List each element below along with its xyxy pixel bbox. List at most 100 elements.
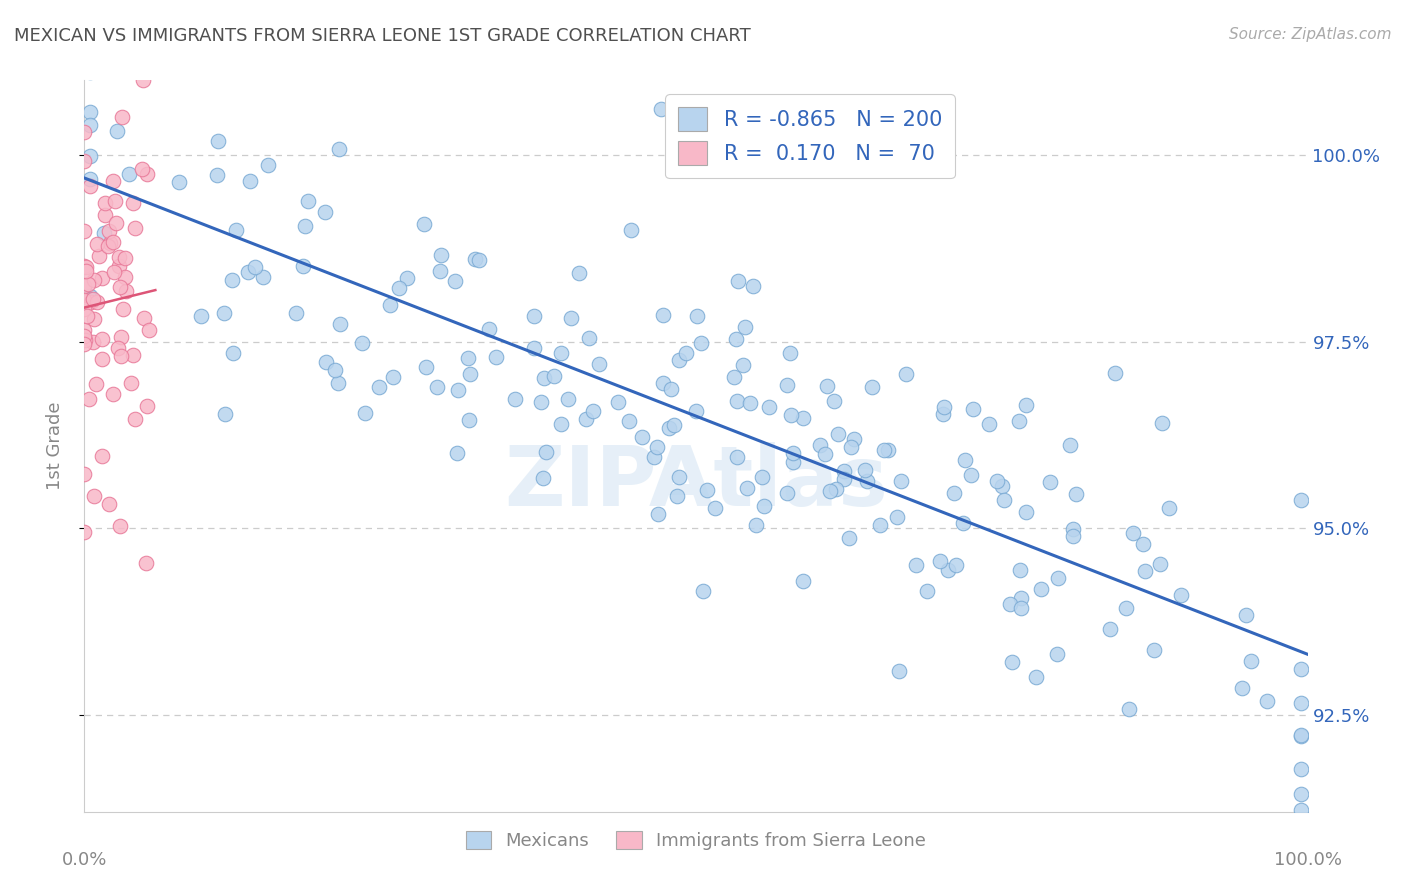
Point bbox=[818, 483, 841, 498]
Point bbox=[73, 154, 96, 169]
Point bbox=[1291, 728, 1313, 742]
Point bbox=[107, 341, 129, 355]
Point bbox=[1064, 487, 1087, 501]
Point bbox=[1062, 522, 1084, 536]
Point bbox=[568, 266, 591, 280]
Point bbox=[110, 349, 132, 363]
Point bbox=[582, 404, 605, 418]
Point bbox=[368, 380, 391, 394]
Point bbox=[83, 489, 105, 503]
Point bbox=[79, 118, 101, 132]
Point bbox=[550, 417, 572, 431]
Point bbox=[690, 335, 713, 350]
Point bbox=[111, 110, 134, 124]
Point bbox=[531, 470, 554, 484]
Point bbox=[76, 310, 98, 324]
Point bbox=[225, 223, 247, 237]
Point bbox=[1291, 493, 1313, 508]
Y-axis label: 1st Grade: 1st Grade bbox=[45, 401, 63, 491]
Point bbox=[1159, 501, 1181, 516]
Point bbox=[619, 414, 641, 428]
Point bbox=[79, 65, 101, 79]
Point bbox=[108, 250, 131, 264]
Point bbox=[1031, 582, 1053, 597]
Point bbox=[79, 172, 101, 186]
Point bbox=[1047, 571, 1070, 585]
Point bbox=[876, 443, 898, 458]
Point bbox=[214, 407, 236, 421]
Point bbox=[776, 486, 799, 500]
Point bbox=[523, 309, 546, 323]
Point bbox=[79, 29, 101, 43]
Point bbox=[104, 216, 127, 230]
Point bbox=[650, 103, 672, 117]
Point bbox=[75, 260, 97, 275]
Point bbox=[447, 383, 470, 397]
Point bbox=[752, 499, 775, 513]
Point bbox=[652, 376, 675, 390]
Point bbox=[742, 279, 765, 293]
Point bbox=[685, 309, 707, 323]
Point bbox=[692, 584, 714, 599]
Point bbox=[631, 430, 654, 444]
Point bbox=[647, 508, 669, 522]
Point bbox=[533, 371, 555, 385]
Point bbox=[294, 219, 316, 233]
Point bbox=[990, 478, 1012, 492]
Point bbox=[860, 380, 883, 394]
Point bbox=[942, 486, 965, 500]
Point bbox=[79, 105, 101, 120]
Point bbox=[354, 406, 377, 420]
Point bbox=[413, 217, 436, 231]
Point bbox=[647, 441, 669, 455]
Text: 0.0%: 0.0% bbox=[62, 851, 107, 869]
Point bbox=[659, 382, 682, 396]
Point bbox=[1256, 694, 1278, 708]
Point bbox=[1025, 670, 1047, 684]
Point bbox=[832, 464, 855, 478]
Point bbox=[91, 449, 114, 463]
Point bbox=[998, 597, 1021, 611]
Point bbox=[929, 554, 952, 568]
Point bbox=[256, 158, 278, 172]
Point bbox=[1291, 662, 1313, 676]
Point bbox=[97, 239, 120, 253]
Point bbox=[668, 470, 690, 484]
Point bbox=[110, 279, 132, 293]
Point bbox=[314, 204, 336, 219]
Point bbox=[543, 368, 565, 383]
Point bbox=[76, 277, 98, 291]
Point bbox=[887, 665, 910, 679]
Point bbox=[82, 334, 104, 349]
Point bbox=[467, 253, 489, 268]
Point bbox=[122, 195, 145, 210]
Text: ZIPAtlas: ZIPAtlas bbox=[503, 442, 889, 523]
Point bbox=[1015, 505, 1038, 519]
Point bbox=[792, 574, 814, 588]
Text: Source: ZipAtlas.com: Source: ZipAtlas.com bbox=[1229, 27, 1392, 42]
Point bbox=[1291, 855, 1313, 869]
Point bbox=[98, 236, 121, 251]
Point bbox=[727, 275, 749, 289]
Point bbox=[534, 445, 557, 459]
Point bbox=[1008, 414, 1031, 428]
Point bbox=[98, 497, 121, 511]
Point bbox=[873, 443, 896, 458]
Point bbox=[73, 278, 96, 293]
Point bbox=[1062, 529, 1084, 543]
Point bbox=[856, 475, 879, 489]
Point bbox=[825, 482, 848, 496]
Point bbox=[945, 558, 967, 573]
Point bbox=[1291, 729, 1313, 743]
Point bbox=[1149, 557, 1171, 571]
Point bbox=[297, 194, 319, 209]
Point bbox=[779, 345, 801, 359]
Point bbox=[252, 269, 274, 284]
Point bbox=[588, 357, 610, 371]
Point bbox=[131, 161, 153, 176]
Point bbox=[1291, 788, 1313, 802]
Point bbox=[723, 370, 745, 384]
Point bbox=[79, 51, 101, 65]
Point bbox=[135, 557, 157, 571]
Point bbox=[82, 292, 104, 306]
